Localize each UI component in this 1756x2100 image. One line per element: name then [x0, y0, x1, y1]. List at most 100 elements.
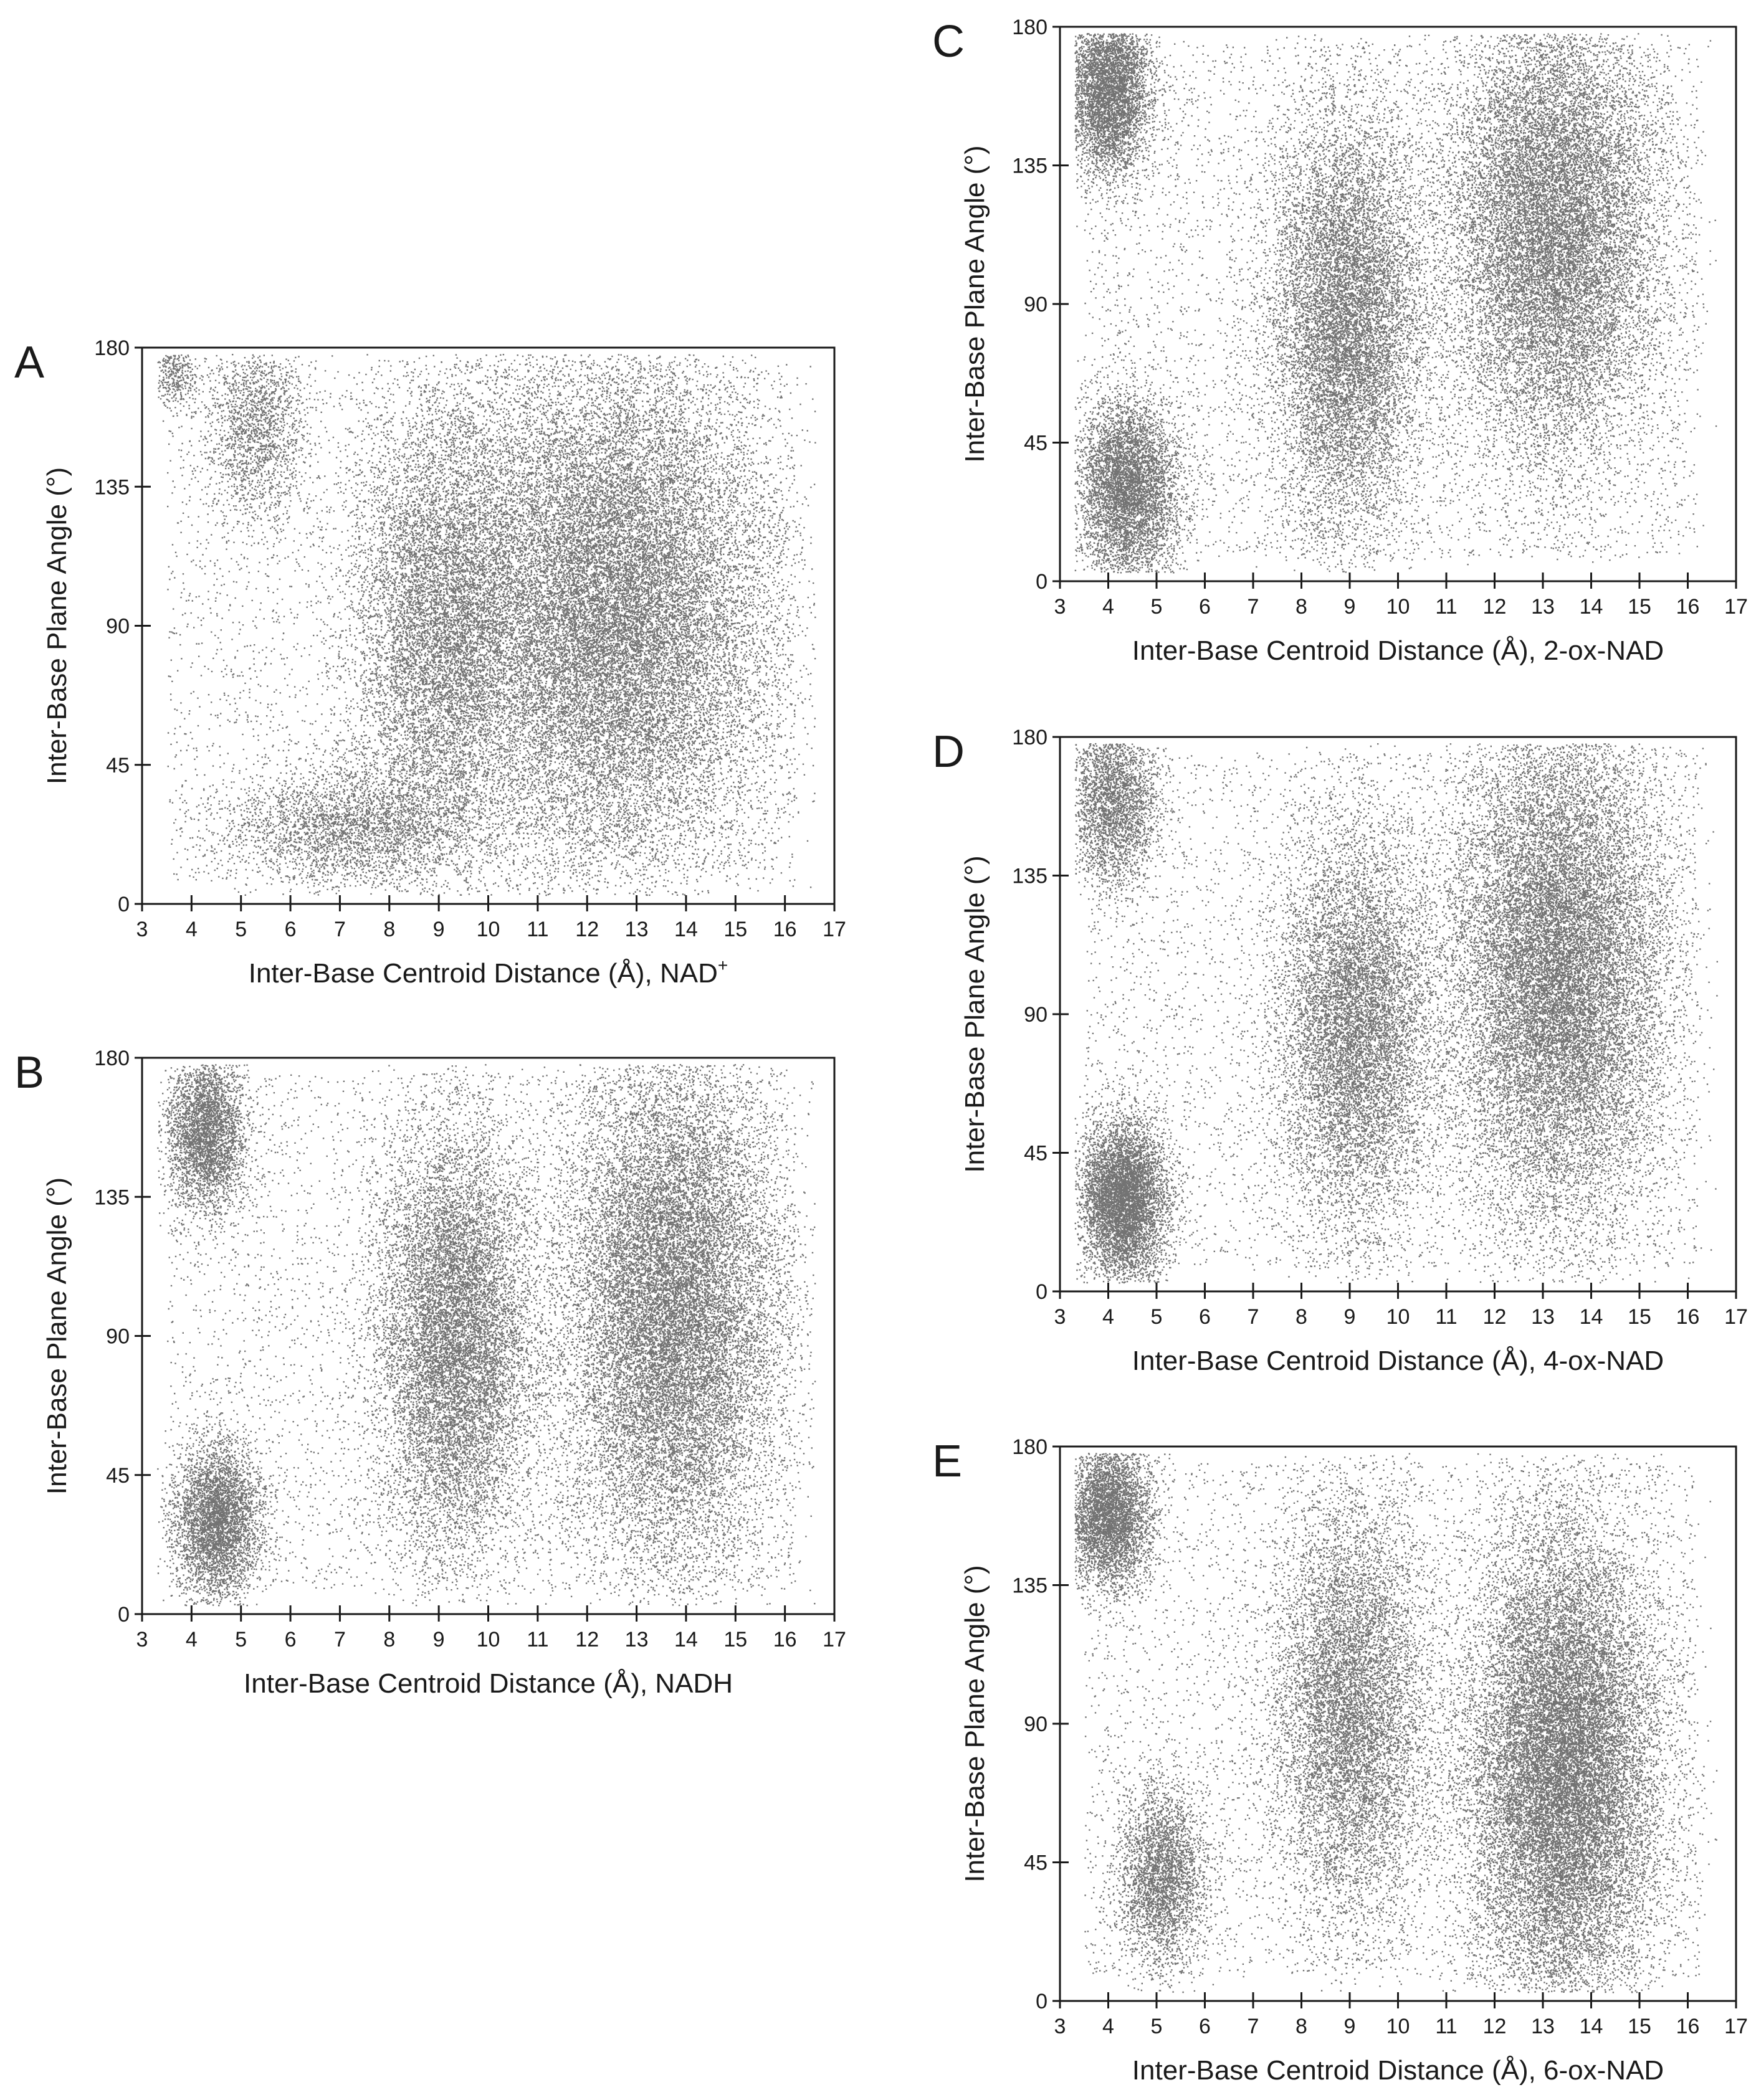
- y-axis-title: Inter-Base Plane Angle (°): [42, 467, 72, 784]
- x-tick-label: 13: [1531, 2015, 1555, 2038]
- x-tick-label: 15: [723, 918, 747, 941]
- y-tick-label: 180: [1012, 1435, 1047, 1459]
- x-tick-label: 16: [1676, 595, 1700, 619]
- x-tick-label: 5: [1151, 2015, 1163, 2038]
- x-tick-label: 12: [1483, 2015, 1507, 2038]
- x-tick-label: 4: [1102, 2015, 1114, 2038]
- x-tick-label: 11: [1435, 2015, 1457, 2038]
- y-tick-label: 0: [1036, 1990, 1047, 2013]
- y-tick-label: 180: [94, 1047, 130, 1070]
- x-tick-label: 13: [1531, 595, 1555, 619]
- y-axis-title: Inter-Base Plane Angle (°): [960, 145, 990, 462]
- x-tick-label: 8: [383, 1628, 395, 1651]
- x-tick-label: 16: [773, 1628, 797, 1651]
- x-axis-title: Inter-Base Centroid Distance (Å), 2-ox-N…: [1132, 635, 1664, 666]
- y-tick-label: 0: [118, 1603, 130, 1627]
- point-cloud: [1074, 33, 1717, 574]
- x-axis-title: Inter-Base Centroid Distance (Å), 6-ox-N…: [1132, 2055, 1664, 2086]
- x-axis-title-superscript: +: [718, 956, 728, 975]
- panel-letter: C: [932, 17, 965, 67]
- x-tick-label: 12: [1483, 595, 1507, 619]
- x-tick-label: 13: [625, 1628, 649, 1651]
- chart-panel-c: C3 4 5 6 7 8 9 10 11 12 13 14 15 16 1704590135180Inter…: [932, 16, 1748, 666]
- y-tick-label: 180: [1012, 16, 1047, 39]
- y-tick-label: 0: [1036, 570, 1047, 594]
- x-tick-label: 16: [1676, 2015, 1700, 2038]
- x-tick-label: 14: [674, 1628, 698, 1651]
- x-axis-title: Inter-Base Centroid Distance (Å), NADH: [244, 1668, 733, 1699]
- x-tick-label: 11: [1435, 1305, 1457, 1329]
- y-tick-label: 0: [118, 893, 130, 916]
- x-tick-label: 11: [527, 918, 548, 941]
- chart-panel-e: E3 4 5 6 7 8 9 10 11 12 13 14 15 16 1704590135180Inter…: [932, 1435, 1748, 2086]
- x-tick-label: 15: [1628, 1305, 1651, 1329]
- x-tick-label: 9: [433, 918, 445, 941]
- x-tick-label: 9: [433, 1628, 445, 1651]
- x-tick-label: 15: [723, 1628, 747, 1651]
- y-tick-label: 135: [94, 1185, 130, 1209]
- x-tick-label: 9: [1344, 1305, 1356, 1329]
- x-tick-label: 5: [1151, 595, 1163, 619]
- x-tick-label: 5: [1151, 1305, 1163, 1329]
- x-tick-label: 6: [1199, 1305, 1211, 1329]
- y-tick-label: 135: [1012, 154, 1047, 178]
- chart-panel-a: A3 4 5 6 7 8 9 10 11 12 13 14 15 16 1704590135180Inter…: [14, 336, 846, 989]
- x-tick-label: 6: [1199, 595, 1211, 619]
- x-axis-title: Inter-Base Centroid Distance (Å), 4-ox-N…: [1132, 1346, 1664, 1376]
- point-cloud: [157, 1064, 816, 1607]
- x-tick-label: 12: [575, 918, 599, 941]
- panel-letter: E: [932, 1437, 962, 1486]
- x-tick-label: 12: [575, 1628, 599, 1651]
- chart-panel-b: B3 4 5 6 7 8 9 10 11 12 13 14 15 16 1704590135180Inter…: [14, 1047, 846, 1699]
- x-tick-label: 3: [136, 1628, 148, 1651]
- x-tick-label: 9: [1344, 595, 1356, 619]
- x-axis-title-text: Inter-Base Centroid Distance (Å), 4-ox-N…: [1132, 1346, 1664, 1376]
- x-tick-label: 15: [1628, 2015, 1651, 2038]
- x-tick-label: 7: [1248, 595, 1259, 619]
- x-tick-label: 17: [1724, 1305, 1748, 1329]
- x-tick-label: 4: [1102, 595, 1114, 619]
- x-tick-label: 8: [1296, 595, 1307, 619]
- x-tick-label: 4: [1102, 1305, 1114, 1329]
- point-cloud: [1074, 743, 1718, 1284]
- x-tick-label: 15: [1628, 595, 1651, 619]
- x-tick-label: 10: [1386, 595, 1410, 619]
- y-tick-label: 45: [106, 1464, 130, 1488]
- x-tick-label: 10: [477, 918, 500, 941]
- x-tick-label: 16: [773, 918, 797, 941]
- point-cloud: [157, 354, 816, 896]
- x-tick-label: 6: [1199, 2015, 1211, 2038]
- y-tick-label: 45: [1024, 432, 1047, 455]
- x-tick-label: 17: [823, 1628, 846, 1651]
- y-tick-label: 180: [94, 336, 130, 360]
- x-tick-label: 12: [1483, 1305, 1507, 1329]
- x-tick-label: 9: [1344, 2015, 1356, 2038]
- x-tick-label: 3: [136, 918, 148, 941]
- x-tick-label: 14: [1580, 1305, 1603, 1329]
- x-tick-label: 3: [1054, 2015, 1066, 2038]
- x-axis-title-text: Inter-Base Centroid Distance (Å), 2-ox-N…: [1132, 635, 1664, 666]
- x-tick-label: 7: [334, 918, 346, 941]
- y-tick-label: 90: [1024, 1713, 1047, 1736]
- x-tick-label: 7: [1248, 2015, 1259, 2038]
- x-tick-label: 8: [1296, 1305, 1307, 1329]
- x-tick-label: 13: [625, 918, 649, 941]
- x-tick-label: 13: [1531, 1305, 1555, 1329]
- y-tick-label: 135: [1012, 865, 1047, 888]
- x-tick-label: 10: [1386, 2015, 1410, 2038]
- x-tick-label: 7: [1248, 1305, 1259, 1329]
- x-tick-label: 10: [1386, 1305, 1410, 1329]
- chart-panel-d: D3 4 5 6 7 8 9 10 11 12 13 14 15 16 1704590135180Inter…: [932, 726, 1748, 1376]
- x-tick-label: 7: [334, 1628, 346, 1651]
- x-tick-label: 17: [1724, 2015, 1748, 2038]
- x-axis-title-text: Inter-Base Centroid Distance (Å), 6-ox-N…: [1132, 2055, 1664, 2086]
- x-tick-label: 6: [285, 918, 297, 941]
- x-tick-label: 5: [235, 918, 247, 941]
- x-tick-label: 14: [1580, 595, 1603, 619]
- y-tick-label: 45: [1024, 1142, 1047, 1166]
- x-tick-label: 8: [383, 918, 395, 941]
- y-tick-label: 135: [1012, 1574, 1047, 1598]
- y-tick-label: 180: [1012, 726, 1047, 749]
- x-tick-label: 11: [1435, 595, 1457, 619]
